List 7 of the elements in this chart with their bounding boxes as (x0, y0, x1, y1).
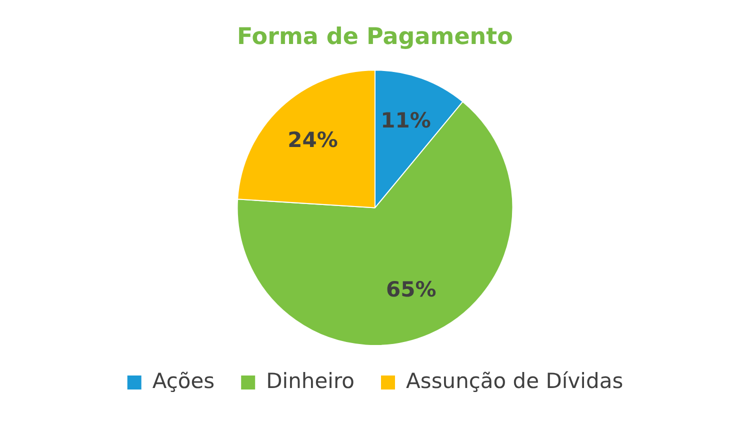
legend-label: Ações (152, 368, 215, 393)
legend-label: Assunção de Dívidas (406, 368, 624, 393)
legend-label: Dinheiro (266, 368, 355, 393)
data-label: 24% (288, 128, 338, 152)
chart-title: Forma de Pagamento (237, 24, 513, 50)
data-label: 11% (380, 108, 431, 133)
data-label: 65% (386, 278, 436, 302)
